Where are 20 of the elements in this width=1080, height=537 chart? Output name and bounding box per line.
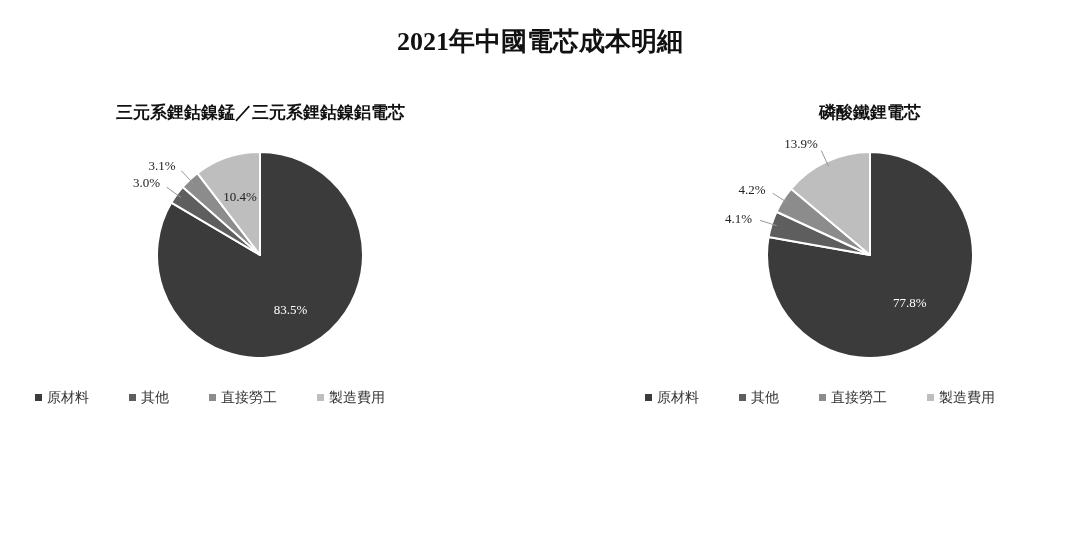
pie-slice <box>766 151 974 359</box>
text: 2021年中國電芯成本明細 <box>397 27 683 56</box>
data-label: 10.4% <box>223 189 258 205</box>
legend-label: 製造費用 <box>939 390 995 405</box>
chart-title: 三元系鋰鈷鎳錳／三元系鋰鈷鎳鋁電芯 <box>115 103 405 122</box>
legend-label: 原材料 <box>657 390 699 405</box>
legend-label: 製造費用 <box>329 390 385 405</box>
legend-label: 原材料 <box>47 390 89 405</box>
data-label: 83.5% <box>273 301 308 317</box>
data-label: 3.0% <box>132 175 161 191</box>
data-label: 3.1% <box>148 157 176 173</box>
legend-label: 直接勞工 <box>221 390 277 405</box>
legend-label: 其他 <box>141 390 169 405</box>
data-label: 4.1% <box>725 210 753 226</box>
data-label: 4.2% <box>738 181 766 197</box>
legend-label: 直接勞工 <box>831 390 887 405</box>
legend-label: 其他 <box>751 390 779 405</box>
data-label: 77.8% <box>892 295 927 311</box>
data-label: 13.9% <box>784 136 818 151</box>
chart-title: 磷酸鐵鋰電芯 <box>818 103 921 122</box>
